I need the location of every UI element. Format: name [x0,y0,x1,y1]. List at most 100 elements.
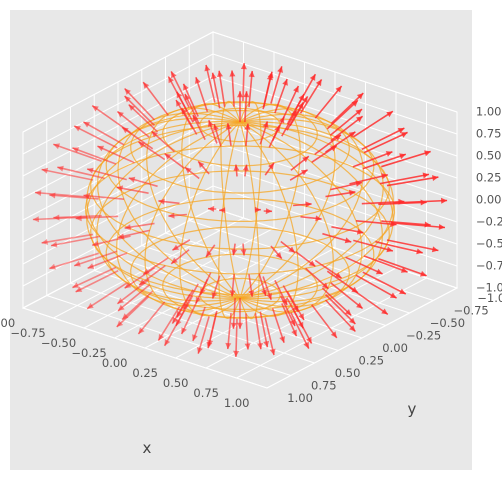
vector-shaft [72,266,117,289]
vector-head [289,319,296,326]
vector-head [416,248,423,255]
x-tick-label: 0.25 [132,366,158,380]
vector-arrow [137,141,166,161]
vector-shaft [231,70,235,107]
vector-head [185,167,192,174]
vector-head [124,282,132,289]
grid-line [212,75,458,157]
vector-head [49,263,56,270]
vector-arrow [286,291,305,321]
vector-shaft [245,313,249,350]
vector-head [438,224,445,230]
vector-arrow [233,164,240,177]
vector-arrow [293,201,312,208]
vector-arrow [393,197,448,204]
vector-head [399,288,406,294]
vector-head [230,322,237,329]
vector-shaft [142,81,169,116]
vector-arrow [197,160,210,175]
sphere-wireframe [84,100,396,320]
vector-arrow [231,243,238,256]
y-tick-label: 0.00 [382,341,408,355]
y-tick-label: 0.25 [359,354,385,368]
vector-shaft [349,174,388,185]
sphere-longitude-line [146,107,241,299]
vector-arrow [75,269,119,293]
vector-shaft [41,233,94,244]
vector-shaft [124,87,156,121]
vector-shaft [121,290,154,321]
vector-shaft [87,252,128,269]
vector-arrow [270,245,283,260]
vector-shaft [361,127,405,151]
vector-head [335,86,342,93]
vector-head [355,109,362,116]
vector-head [229,290,236,297]
vector-shaft [34,191,89,198]
vector-arrow [121,126,154,150]
vector-head [74,126,81,132]
vector-head [399,153,406,160]
x-tick-label: 0.00 [102,356,128,370]
vector-arrow [244,123,251,147]
z-tick-label: 0.25 [476,171,502,185]
vector-head [306,336,312,344]
vector-head [172,244,180,251]
vector-head [356,93,364,100]
vector-shaft [299,78,323,114]
vector-head [92,240,99,247]
x-tick-label: −0.50 [41,336,76,350]
sphere-longitude-line [218,121,241,320]
vector-arrow [210,72,221,109]
x-tick-label: 0.75 [193,386,219,400]
vector-shaft [259,311,269,348]
vector-shaft [50,235,101,247]
vector-shaft [345,256,383,275]
vector-arrow [72,147,117,165]
vector-head [400,267,408,273]
vector-arrow [49,252,99,270]
x-tick-label: −1.00 [0,316,15,330]
vector-head [158,198,165,205]
vector-head [400,132,408,138]
sphere-longitude-line [116,121,241,307]
vector-arrow [295,73,317,110]
vector-head [35,190,42,196]
vector-arrow [199,272,212,296]
vector-shaft [72,147,117,165]
vector-head [229,70,236,77]
vector-arrow [254,313,263,350]
vector-head [128,176,136,183]
vector-arrow [171,239,191,251]
vector-head [51,241,58,248]
vector-shaft [386,176,439,187]
grid-line [22,97,214,199]
vector-arrow [290,155,310,171]
vector-head [176,319,182,326]
vector-arrow [263,208,273,215]
vector-head [116,185,124,192]
vector-arrow [282,85,300,119]
sphere-longitude-line [96,117,241,299]
vector-head [213,124,219,131]
vector-arrow [124,222,155,231]
vector-head [225,342,232,350]
vector-arrows [32,63,448,357]
y-tick-label: 0.75 [311,379,337,393]
vector-head [87,302,94,309]
vector-head [200,288,206,295]
vector-shaft [355,274,397,299]
z-tick-label: −0.75 [476,259,502,273]
vector-shaft [381,220,431,226]
vector-head [322,282,329,289]
vector-head [231,249,238,256]
vector-head [204,64,211,72]
vector-arrow [72,266,117,289]
vector-head [57,165,64,172]
vector-head [217,70,223,77]
vector-arrow [386,239,439,253]
vector-arrow [237,298,243,329]
vector-head [139,279,146,286]
y-tick-label: −1.00 [477,291,502,305]
